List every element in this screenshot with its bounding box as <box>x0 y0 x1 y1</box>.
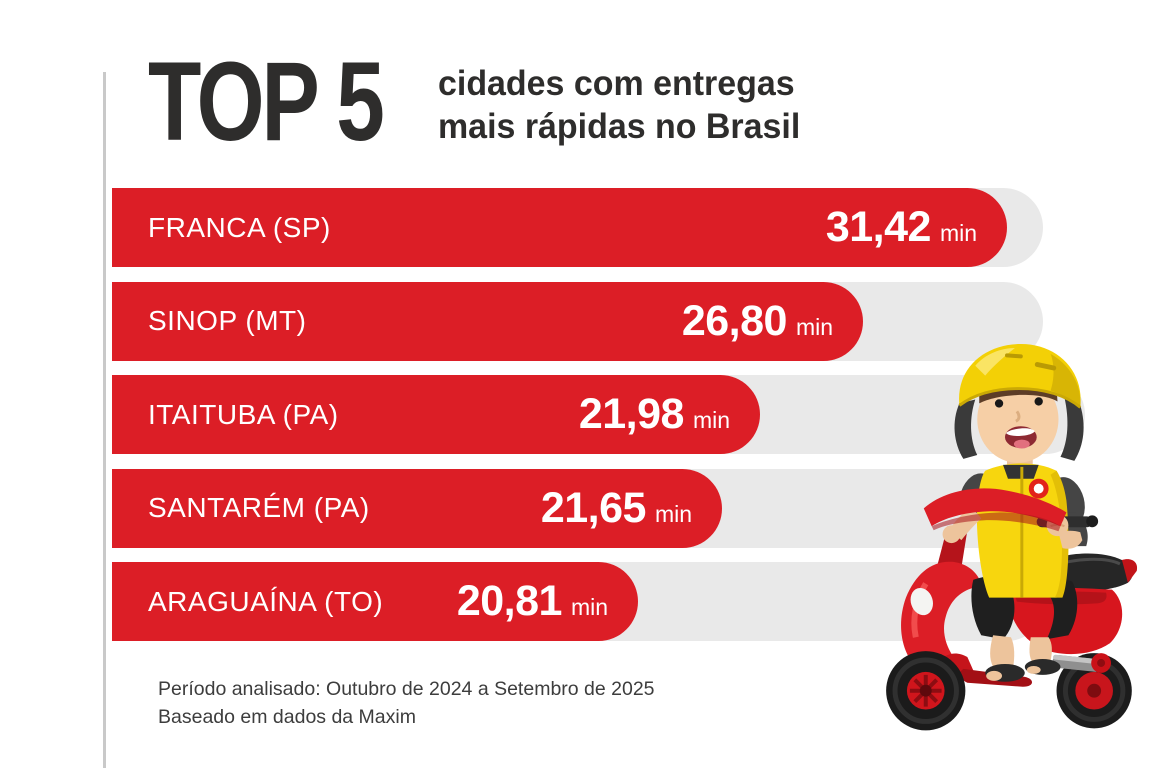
bar-unit: min <box>570 594 608 620</box>
bar-chart: FRANCA (SP) 31,42 min SINOP (MT) 26,80 m… <box>112 188 1085 656</box>
bar-row-itaituba: ITAITUBA (PA) 21,98 min <box>112 375 1085 454</box>
page-title: TOP 5 <box>148 39 385 164</box>
bar-unit: min <box>795 313 833 340</box>
bar-value: 26,80 <box>681 296 788 345</box>
bar-row-araguaina: ARAGUAÍNA (TO) 20,81 min <box>112 562 1052 641</box>
bar-row-santarem: SANTARÉM (PA) 21,65 min <box>112 468 1062 548</box>
vest-ring-logo-icon <box>1028 478 1049 499</box>
bar-value: 31,42 <box>825 203 932 251</box>
bar-value-group: 21,98 min <box>579 390 730 439</box>
bar-fill: SANTARÉM (PA) 21,65 min <box>112 468 722 548</box>
bar-value: 20,81 <box>456 577 563 625</box>
delivery-rider-scooter-illustration <box>886 343 1138 731</box>
bar-fill: ITAITUBA (PA) 21,98 min <box>112 375 760 454</box>
bar-unit: min <box>692 407 730 433</box>
bar-fill: ARAGUAÍNA (TO) 20,81 min <box>112 562 638 641</box>
bar-row-sinop: SINOP (MT) 26,80 min <box>112 281 1052 361</box>
bar-unit: min <box>654 500 692 527</box>
bar-value-group: 20,81 min <box>457 577 608 626</box>
footnote: Período analisado: Outubro de 2024 a Set… <box>158 675 655 732</box>
bar-unit: min <box>939 220 977 246</box>
subtitle-line-1: cidades com entregas <box>438 64 795 103</box>
bar-row-franca: FRANCA (SP) 31,42 min <box>112 188 1052 267</box>
footnote-line-2: Baseado em dados da Maxim <box>158 706 416 729</box>
footnote-line-1: Período analisado: Outubro de 2024 a Set… <box>158 678 655 700</box>
bar-value-group: 21,65 min <box>541 484 692 533</box>
bar-value: 21,65 <box>540 483 647 532</box>
bar-value-group: 26,80 min <box>682 297 833 346</box>
left-accent-line <box>103 72 106 768</box>
bar-city-label: SINOP (MT) <box>148 305 307 336</box>
bar-city-label: ARAGUAÍNA (TO) <box>148 585 384 617</box>
bar-fill: SINOP (MT) 26,80 min <box>112 281 863 361</box>
bar-value: 21,98 <box>578 390 685 438</box>
headlight-icon <box>910 587 933 616</box>
bar-city-label: FRANCA (SP) <box>148 211 331 243</box>
page-subtitle: cidades com entregas mais rápidas no Bra… <box>438 62 800 148</box>
subtitle-line-2: mais rápidas no Brasil <box>438 107 801 147</box>
bar-fill: FRANCA (SP) 31,42 min <box>112 188 1007 267</box>
bar-city-label: ITAITUBA (PA) <box>148 398 339 430</box>
bar-city-label: SANTARÉM (PA) <box>148 492 370 523</box>
bar-value-group: 31,42 min <box>826 203 977 252</box>
